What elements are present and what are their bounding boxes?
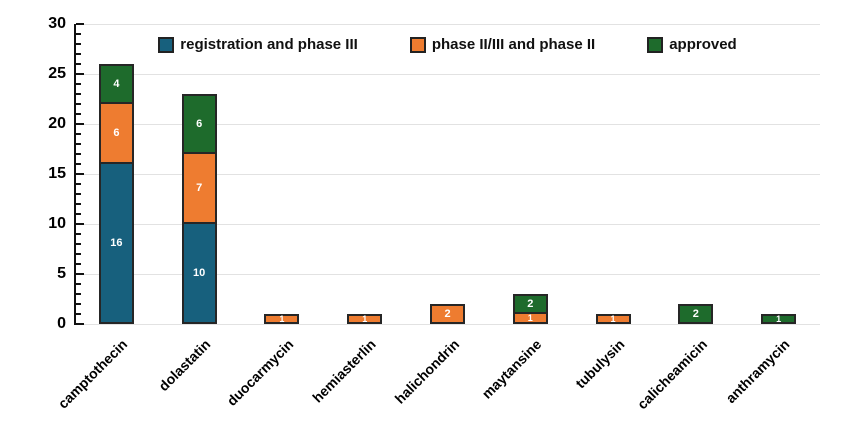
bar-segment-tubulysin-phase-ii-iii-and-phase-ii: 1 xyxy=(595,313,631,324)
minor-tick-y-4 xyxy=(76,283,81,285)
bar-dolastatin: 6 7 10 xyxy=(181,94,217,324)
bar-anthramycin: 1 xyxy=(761,313,797,324)
x-tick-label-anthramycin: anthramycin xyxy=(722,336,793,407)
bar-segment-dolastatin-approved: 6 xyxy=(181,94,217,154)
y-tick-label: 25 xyxy=(48,65,66,82)
y-tick-label: 0 xyxy=(57,315,66,332)
major-tick-y-10 xyxy=(76,223,84,225)
legend-item-approved: approved xyxy=(647,36,737,53)
value-label: 4 xyxy=(113,77,120,90)
value-label: 1 xyxy=(610,313,616,324)
y-axis-line xyxy=(74,24,76,325)
value-label: 6 xyxy=(113,126,120,139)
legend: registration and phase III phase II/III … xyxy=(75,36,820,53)
legend-item-phase-ii-iii: phase II/III and phase II xyxy=(409,36,596,53)
minor-tick-y-2 xyxy=(76,303,81,305)
bar-tubulysin: 1 xyxy=(595,313,631,324)
gridline-y-0 xyxy=(75,324,820,325)
value-label: 7 xyxy=(196,181,203,194)
minor-tick-y-9 xyxy=(76,233,81,235)
minor-tick-y-13 xyxy=(76,193,81,195)
y-tick-label: 30 xyxy=(48,15,66,32)
minor-tick-y-11 xyxy=(76,213,81,215)
bar-halichondrin: 2 xyxy=(430,304,465,324)
bar-segment-duocarmycin-phase-ii-iii-and-phase-ii: 1 xyxy=(264,313,300,324)
value-label: 10 xyxy=(193,266,206,279)
value-label: 16 xyxy=(110,236,123,249)
value-label: 1 xyxy=(279,313,285,324)
minor-tick-y-21 xyxy=(76,113,81,115)
value-label: 2 xyxy=(444,307,451,320)
gridline-y-15 xyxy=(75,174,820,175)
bar-segment-anthramycin-approved: 1 xyxy=(761,313,797,324)
minor-tick-y-19 xyxy=(76,133,81,135)
bar-segment-halichondrin-phase-ii-iii-and-phase-ii: 2 xyxy=(430,304,465,324)
y-tick-label: 5 xyxy=(57,265,66,282)
legend-swatch-orange xyxy=(409,36,426,53)
gridline-y-10 xyxy=(75,224,820,225)
bar-segment-hemiasterlin-phase-ii-iii-and-phase-ii: 1 xyxy=(347,313,383,324)
minor-tick-y-14 xyxy=(76,183,81,185)
legend-label: registration and phase III xyxy=(180,36,358,53)
minor-tick-y-23 xyxy=(76,93,81,95)
bar-hemiasterlin: 1 xyxy=(347,313,383,324)
minor-tick-y-8 xyxy=(76,243,81,245)
major-tick-y-0 xyxy=(76,323,84,325)
minor-tick-y-1 xyxy=(76,313,81,315)
bar-camptothecin: 4 6 16 xyxy=(98,64,134,324)
gridline-y-30 xyxy=(75,24,820,25)
minor-tick-y-27 xyxy=(76,53,81,55)
bar-calicheamicin: 2 xyxy=(678,304,714,324)
minor-tick-y-6 xyxy=(76,263,81,265)
major-tick-y-15 xyxy=(76,173,84,175)
minor-tick-y-17 xyxy=(76,153,81,155)
legend-item-registration-phase-iii: registration and phase III xyxy=(158,36,358,53)
bar-segment-maytansine-approved: 2 xyxy=(512,294,548,314)
value-label: 2 xyxy=(692,307,699,320)
y-tick-label: 10 xyxy=(48,215,66,232)
value-label: 2 xyxy=(527,297,534,310)
legend-label: approved xyxy=(669,36,737,53)
value-label: 1 xyxy=(527,312,533,323)
gridline-y-5 xyxy=(75,274,820,275)
major-tick-y-20 xyxy=(76,123,84,125)
bar-segment-camptothecin-approved: 4 xyxy=(98,64,134,104)
minor-tick-y-3 xyxy=(76,293,81,295)
major-tick-y-30 xyxy=(76,23,84,25)
gridline-y-25 xyxy=(75,74,820,75)
major-tick-y-5 xyxy=(76,273,84,275)
bar-segment-camptothecin-phase-ii-iii-and-phase-ii: 6 xyxy=(98,102,134,164)
minor-tick-y-7 xyxy=(76,253,81,255)
bar-segment-camptothecin-registration-and-phase-iii: 16 xyxy=(98,162,134,324)
minor-tick-y-12 xyxy=(76,203,81,205)
legend-swatch-blue xyxy=(158,36,175,53)
y-tick-label: 15 xyxy=(48,165,66,182)
value-label: 6 xyxy=(196,117,203,130)
gridline-y-20 xyxy=(75,124,820,125)
bar-segment-calicheamicin-approved: 2 xyxy=(678,304,714,324)
minor-tick-y-26 xyxy=(76,63,81,65)
minor-tick-y-18 xyxy=(76,143,81,145)
minor-tick-y-29 xyxy=(76,33,81,35)
bar-segment-dolastatin-registration-and-phase-iii: 10 xyxy=(181,222,217,324)
bar-duocarmycin: 1 xyxy=(264,313,300,324)
minor-tick-y-22 xyxy=(76,103,81,105)
y-tick-label: 20 xyxy=(48,115,66,132)
bar-segment-dolastatin-phase-ii-iii-and-phase-ii: 7 xyxy=(181,152,217,224)
minor-tick-y-16 xyxy=(76,163,81,165)
value-label: 1 xyxy=(362,313,368,324)
value-label: 1 xyxy=(776,313,782,324)
legend-swatch-green xyxy=(647,36,664,53)
bar-segment-maytansine-phase-ii-iii-and-phase-ii: 1 xyxy=(512,312,548,324)
minor-tick-y-24 xyxy=(76,83,81,85)
major-tick-y-25 xyxy=(76,73,84,75)
legend-label: phase II/III and phase II xyxy=(431,36,596,53)
minor-tick-y-28 xyxy=(76,43,81,45)
